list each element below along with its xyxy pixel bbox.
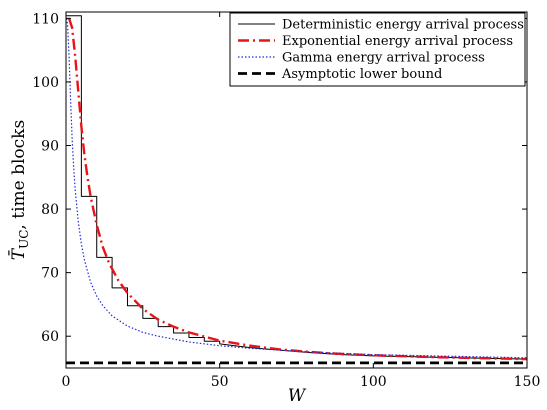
legend-entry-label: Exponential energy arrival process: [282, 34, 513, 49]
y-tick-label: 80: [41, 202, 59, 218]
x-tick-label: 150: [514, 374, 541, 390]
legend-entry-label: Asymptotic lower bound: [281, 67, 442, 82]
y-tick-label: 110: [32, 11, 59, 27]
y-tick-label: 70: [41, 266, 59, 282]
y-tick-label: 100: [32, 75, 59, 91]
y-axis-label-rest: , time blocks: [9, 120, 29, 230]
plot-frame: [65, 11, 528, 369]
y-axis-label: T̄UC, time blocks: [7, 120, 31, 260]
legend-entry-label: Deterministic energy arrival process: [282, 18, 524, 33]
x-axis-label: W: [288, 386, 307, 405]
y-tick-label: 90: [41, 139, 59, 155]
series-layer: [66, 15, 528, 365]
x-tick-label: 50: [211, 374, 229, 390]
legend-entry-label: Gamma energy arrival process: [282, 51, 485, 66]
x-tick-label: 100: [360, 374, 387, 390]
y-tick-label: 60: [41, 329, 59, 345]
legend: Deterministic energy arrival processExpo…: [229, 12, 526, 87]
y-axis-label-symbol: T̄: [7, 247, 29, 260]
legend-box: [229, 12, 526, 87]
tick-layer: 0 50 100 150 60 70 80 90 100 110: [32, 11, 540, 390]
x-tick-label: 0: [62, 374, 71, 390]
series-line-exponential-energy-arrival-process: [67, 17, 528, 361]
y-axis-label-subscript: UC: [17, 230, 31, 249]
